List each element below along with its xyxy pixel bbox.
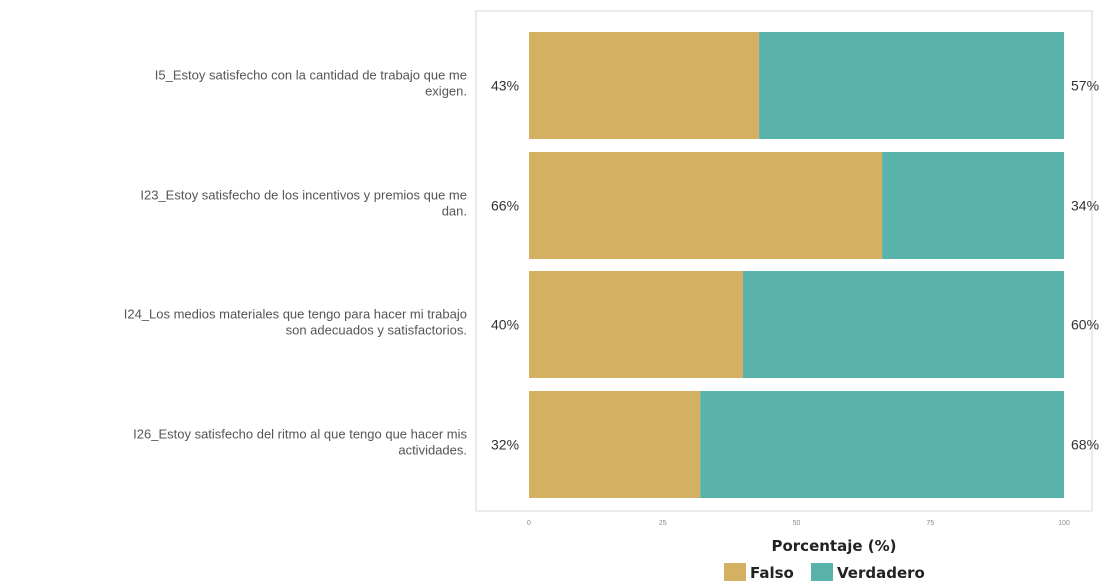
category-label-line: actividades.: [398, 443, 467, 458]
x-tick-label: 75: [926, 520, 934, 527]
category-label-4: I26_Estoy satisfecho del ritmo al que te…: [133, 427, 467, 458]
category-label-line: I24_Los medios materiales que tengo para…: [124, 307, 467, 322]
bars-group: [529, 32, 1064, 498]
bar-verdadero-4: [700, 391, 1064, 498]
percent-label-falso-4: 32%: [491, 437, 519, 453]
x-axis-ticks: 0 25 50 75 100: [527, 520, 1070, 527]
category-labels: I5_Estoy satisfecho con la cantidad de t…: [124, 68, 468, 458]
legend: Falso Verdadero: [724, 563, 925, 581]
x-tick-label: 0: [527, 520, 531, 527]
percent-label-falso-2: 66%: [491, 198, 519, 214]
x-tick-label: 100: [1058, 520, 1070, 527]
category-label-1: I5_Estoy satisfecho con la cantidad de t…: [155, 68, 467, 99]
category-label-line: I5_Estoy satisfecho con la cantidad de t…: [155, 68, 467, 83]
percent-label-falso-3: 40%: [491, 317, 519, 333]
bar-falso-4: [529, 391, 701, 498]
x-tick-label: 50: [793, 520, 801, 527]
legend-label-verdadero: Verdadero: [837, 564, 925, 581]
category-label-line: son adecuados y satisfactorios.: [286, 323, 467, 338]
category-label-line: I23_Estoy satisfecho de los incentivos y…: [140, 188, 467, 203]
category-label-line: I26_Estoy satisfecho del ritmo al que te…: [133, 427, 467, 442]
legend-swatch-falso: [724, 563, 746, 581]
x-axis-title: Porcentaje (%): [771, 537, 896, 555]
legend-label-falso: Falso: [750, 564, 794, 581]
percent-label-verdadero-3: 60%: [1071, 317, 1099, 333]
bar-falso-1: [529, 32, 760, 139]
percent-labels: 43% 57% 66% 34% 40% 60% 32% 68%: [491, 78, 1099, 453]
bar-falso-3: [529, 271, 743, 378]
percent-label-verdadero-2: 34%: [1071, 198, 1099, 214]
legend-swatch-verdadero: [811, 563, 833, 581]
category-label-line: dan.: [442, 204, 467, 219]
bar-verdadero-1: [759, 32, 1064, 139]
percent-label-falso-1: 43%: [491, 78, 519, 94]
category-label-line: exigen.: [425, 84, 467, 99]
category-label-2: I23_Estoy satisfecho de los incentivos y…: [140, 188, 467, 219]
percent-label-verdadero-4: 68%: [1071, 437, 1099, 453]
bar-verdadero-3: [743, 271, 1064, 378]
category-label-3: I24_Los medios materiales que tengo para…: [124, 307, 467, 338]
percent-label-verdadero-1: 57%: [1071, 78, 1099, 94]
bar-falso-2: [529, 152, 883, 259]
bar-verdadero-2: [882, 152, 1064, 259]
x-tick-label: 25: [659, 520, 667, 527]
